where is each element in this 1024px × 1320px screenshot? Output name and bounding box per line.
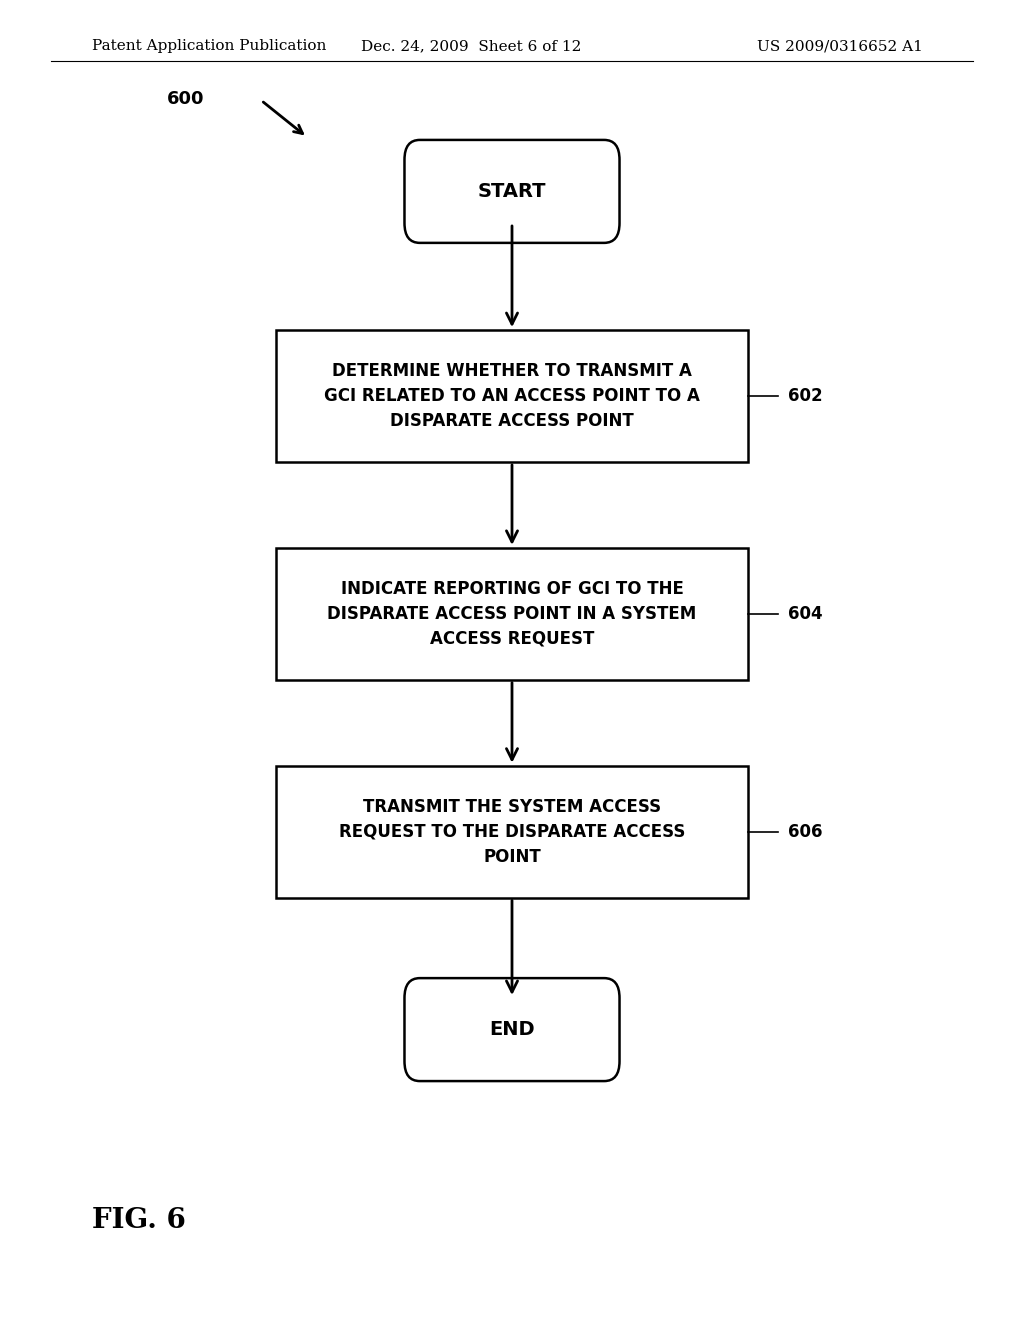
FancyBboxPatch shape [276, 330, 748, 462]
Text: 604: 604 [788, 605, 823, 623]
FancyBboxPatch shape [276, 766, 748, 898]
Text: US 2009/0316652 A1: US 2009/0316652 A1 [757, 40, 923, 53]
Text: DETERMINE WHETHER TO TRANSMIT A
GCI RELATED TO AN ACCESS POINT TO A
DISPARATE AC: DETERMINE WHETHER TO TRANSMIT A GCI RELA… [324, 362, 700, 430]
FancyBboxPatch shape [404, 140, 620, 243]
Text: INDICATE REPORTING OF GCI TO THE
DISPARATE ACCESS POINT IN A SYSTEM
ACCESS REQUE: INDICATE REPORTING OF GCI TO THE DISPARA… [328, 579, 696, 648]
Text: 600: 600 [167, 90, 205, 108]
Text: 602: 602 [788, 387, 823, 405]
Text: END: END [489, 1020, 535, 1039]
Text: Dec. 24, 2009  Sheet 6 of 12: Dec. 24, 2009 Sheet 6 of 12 [360, 40, 582, 53]
Text: TRANSMIT THE SYSTEM ACCESS
REQUEST TO THE DISPARATE ACCESS
POINT: TRANSMIT THE SYSTEM ACCESS REQUEST TO TH… [339, 797, 685, 866]
FancyBboxPatch shape [276, 548, 748, 680]
Text: START: START [478, 182, 546, 201]
FancyBboxPatch shape [404, 978, 620, 1081]
Text: 606: 606 [788, 822, 823, 841]
Text: Patent Application Publication: Patent Application Publication [92, 40, 327, 53]
Text: FIG. 6: FIG. 6 [92, 1208, 186, 1234]
